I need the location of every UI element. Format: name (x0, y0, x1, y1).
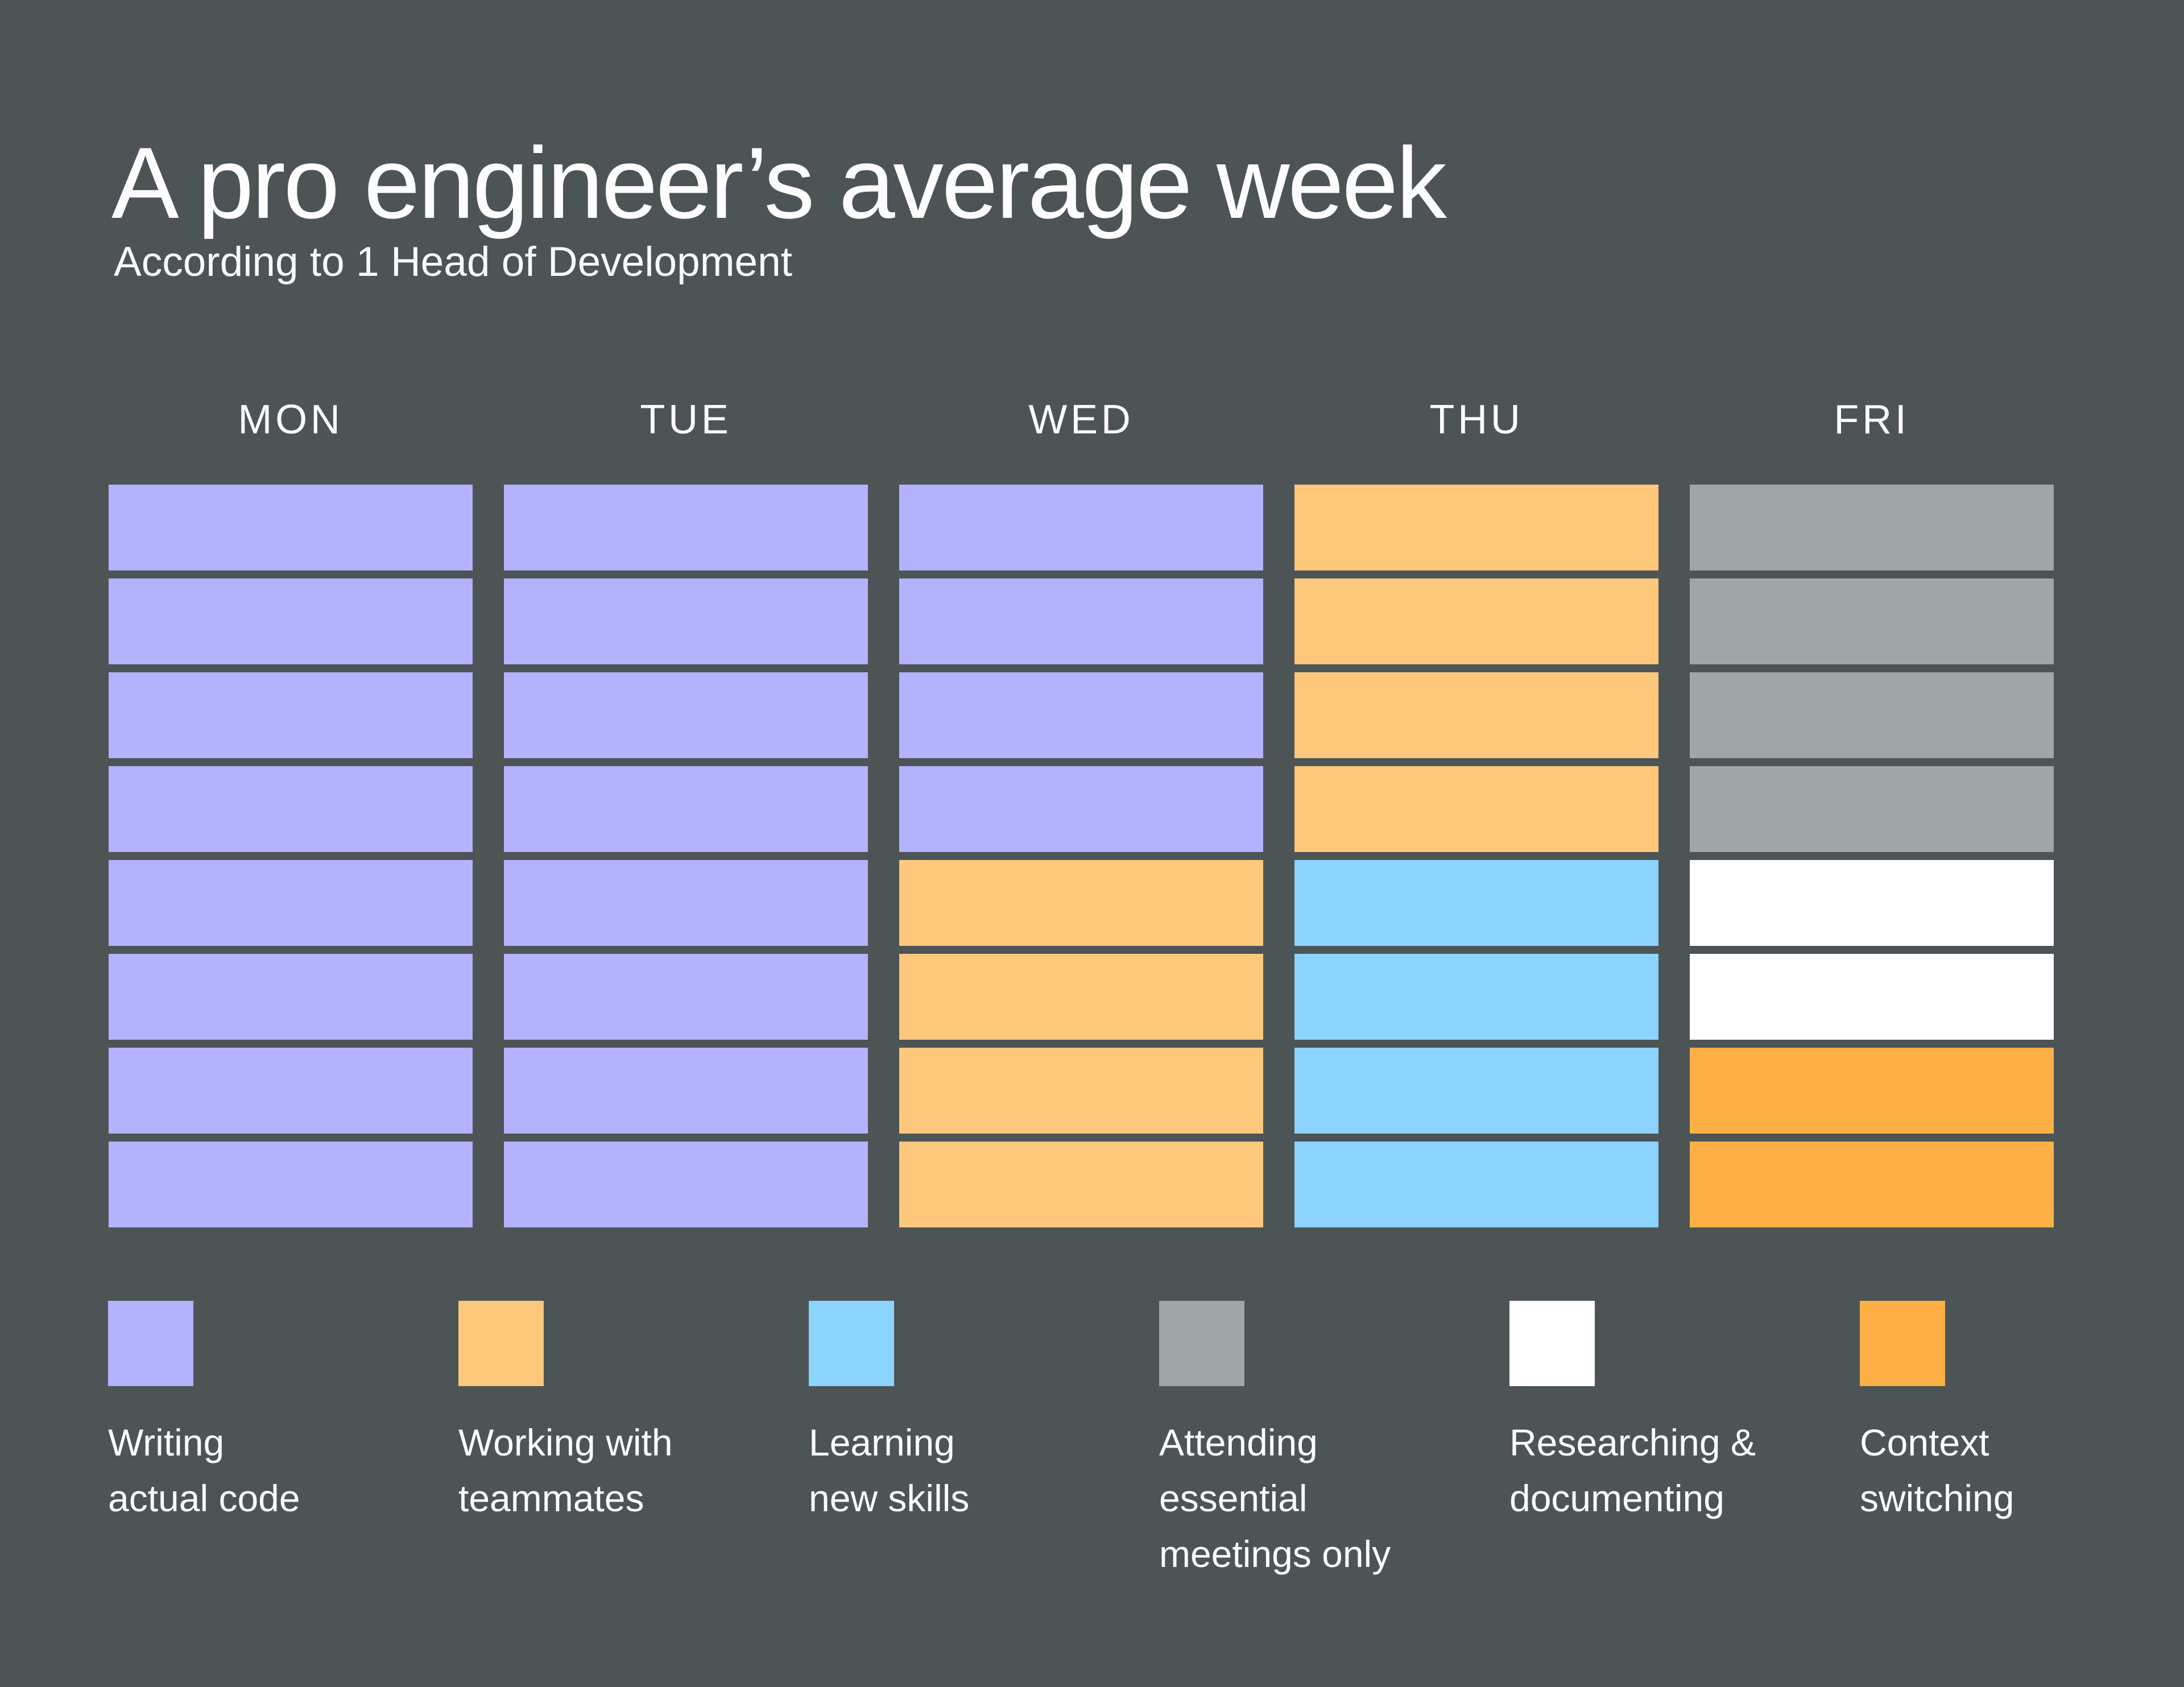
cell-thu-2-teammates (1294, 578, 1658, 664)
cell-fri-5-research (1690, 860, 2054, 946)
legend-swatch-teammates (458, 1301, 544, 1386)
day-header-thu: THU (1429, 397, 1524, 443)
cell-thu-6-learning (1294, 954, 1658, 1040)
cell-tue-7-writing-code (504, 1048, 868, 1134)
cell-mon-7-writing-code (109, 1048, 473, 1134)
cell-mon-8-writing-code (109, 1142, 473, 1227)
cell-wed-7-teammates (899, 1048, 1263, 1134)
legend-item-research: Researching & documenting (1509, 1301, 1860, 1582)
cell-mon-6-writing-code (109, 954, 473, 1040)
cell-thu-7-learning (1294, 1048, 1658, 1134)
legend-label-meetings: Attending essential meetings only (1159, 1421, 1391, 1575)
legend: Writing actual code Working with teammate… (108, 1301, 2184, 1582)
cell-mon-2-writing-code (109, 578, 473, 664)
chart-subtitle: According to 1 Head of Development (114, 239, 793, 285)
cell-thu-1-teammates (1294, 485, 1658, 570)
legend-label-learning: Learning new skills (809, 1421, 970, 1519)
cell-thu-3-teammates (1294, 672, 1658, 758)
day-header-wed: WED (1028, 397, 1134, 443)
legend-label-teammates: Working with teammates (458, 1421, 673, 1519)
legend-swatch-research (1509, 1301, 1595, 1386)
cell-fri-3-meetings (1690, 672, 2054, 758)
day-header-tue: TUE (640, 397, 732, 443)
cell-thu-8-learning (1294, 1142, 1658, 1227)
legend-swatch-writing-code (108, 1301, 193, 1386)
cell-thu-5-learning (1294, 860, 1658, 946)
cell-tue-6-writing-code (504, 954, 868, 1040)
cell-fri-7-context-switching (1690, 1048, 2054, 1134)
cell-tue-8-writing-code (504, 1142, 868, 1227)
cell-wed-5-teammates (899, 860, 1263, 946)
chart-title: A pro engineer’s average week (111, 126, 1447, 239)
cell-wed-6-teammates (899, 954, 1263, 1040)
legend-item-context-switching: Context switching (1860, 1301, 2184, 1582)
cell-tue-5-writing-code (504, 860, 868, 946)
cell-tue-3-writing-code (504, 672, 868, 758)
week-grid (109, 485, 2054, 1227)
cell-mon-5-writing-code (109, 860, 473, 946)
cell-mon-4-writing-code (109, 766, 473, 852)
cell-fri-1-meetings (1690, 485, 2054, 570)
cell-tue-1-writing-code (504, 485, 868, 570)
cell-wed-1-writing-code (899, 485, 1263, 570)
day-header-row: MON TUE WED THU FRI (109, 399, 2054, 440)
cell-wed-4-writing-code (899, 766, 1263, 852)
cell-tue-4-writing-code (504, 766, 868, 852)
legend-swatch-meetings (1159, 1301, 1244, 1386)
cell-fri-2-meetings (1690, 578, 2054, 664)
cell-mon-1-writing-code (109, 485, 473, 570)
day-header-fri: FRI (1834, 397, 1910, 443)
day-header-mon: MON (238, 397, 344, 443)
legend-item-meetings: Attending essential meetings only (1159, 1301, 1509, 1582)
cell-fri-8-context-switching (1690, 1142, 2054, 1227)
legend-item-learning: Learning new skills (809, 1301, 1159, 1582)
cell-wed-3-writing-code (899, 672, 1263, 758)
cell-mon-3-writing-code (109, 672, 473, 758)
legend-swatch-learning (809, 1301, 894, 1386)
cell-tue-2-writing-code (504, 578, 868, 664)
legend-label-writing-code: Writing actual code (108, 1421, 300, 1519)
cell-wed-2-writing-code (899, 578, 1263, 664)
cell-wed-8-teammates (899, 1142, 1263, 1227)
cell-fri-6-research (1690, 954, 2054, 1040)
cell-thu-4-teammates (1294, 766, 1658, 852)
legend-label-research: Researching & documenting (1509, 1421, 1756, 1519)
legend-item-writing-code: Writing actual code (108, 1301, 458, 1582)
cell-fri-4-meetings (1690, 766, 2054, 852)
legend-swatch-context-switching (1860, 1301, 1945, 1386)
legend-item-teammates: Working with teammates (458, 1301, 809, 1582)
legend-label-context-switching: Context switching (1860, 1421, 2015, 1519)
